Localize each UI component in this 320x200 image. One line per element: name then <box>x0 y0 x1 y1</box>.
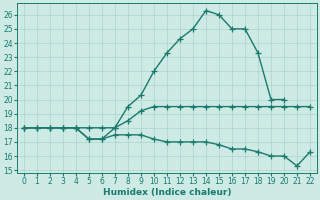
X-axis label: Humidex (Indice chaleur): Humidex (Indice chaleur) <box>103 188 231 197</box>
